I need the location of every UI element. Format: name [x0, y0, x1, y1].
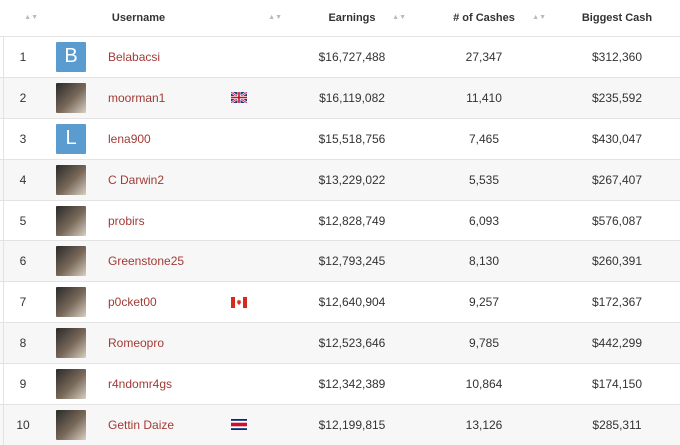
earnings-cell: $12,828,749 [318, 213, 386, 228]
costa-rica-flag-icon [231, 419, 247, 431]
avatar-cell [46, 82, 96, 113]
rank-cell: 10 [16, 417, 30, 432]
table-row: 8 Romeopro $12,523,646 9,785 $442,299 [0, 322, 680, 364]
earnings-cell: $12,199,815 [318, 417, 386, 432]
rank-cell: 4 [19, 172, 27, 187]
table-row: 7 p0cket00 $12,640,904 9,257 $172,367 [0, 281, 680, 322]
username-link[interactable]: C Darwin2 [108, 172, 165, 187]
earnings-cell: $12,523,646 [318, 336, 386, 351]
avatar-cell [46, 369, 96, 400]
table-row: 9 r4ndomr4gs $12,342,389 10,864 $174,150 [0, 363, 680, 404]
username-link[interactable]: Greenstone25 [108, 254, 185, 269]
biggest-cash-cell: $312,360 [591, 49, 643, 64]
avatar-photo[interactable] [56, 328, 86, 359]
username-link[interactable]: Romeopro [108, 336, 165, 351]
table-row: 1 B Belabacsi $16,727,488 27,347 $312,360 [0, 36, 680, 77]
cashes-cell: 11,410 [466, 90, 502, 105]
avatar-photo[interactable] [56, 369, 86, 400]
avatar-photo[interactable] [56, 82, 86, 113]
username-link[interactable]: r4ndomr4gs [108, 377, 173, 392]
earnings-header[interactable]: Earnings ▲▼ [328, 12, 406, 24]
rank-cell: 2 [19, 90, 27, 105]
avatar-cell [46, 164, 96, 195]
cashes-cell: 7,465 [468, 131, 500, 146]
rank-cell: 8 [19, 336, 27, 351]
cashes-cell: 9,257 [468, 295, 500, 310]
biggest-cash-cell: $235,592 [591, 90, 643, 105]
username-link[interactable]: Belabacsi [108, 49, 161, 64]
biggest-cash-cell: $285,311 [592, 417, 642, 432]
avatar-cell [46, 246, 96, 277]
flag-cell [231, 296, 290, 308]
earnings-cell: $15,518,756 [318, 131, 386, 146]
sort-icon: ▲▼ [532, 14, 546, 21]
biggest-cash-cell: $430,047 [591, 131, 643, 146]
avatar-cell: B [46, 41, 96, 72]
avatar-photo[interactable] [56, 287, 86, 318]
sort-icon: ▲▼ [24, 14, 38, 21]
uk-flag-icon [231, 92, 247, 104]
username-link[interactable]: Gettin Daize [108, 417, 175, 432]
sort-icon: ▲▼ [392, 14, 406, 21]
biggest-cash-cell: $576,087 [591, 213, 643, 228]
earnings-cell: $12,793,245 [318, 254, 386, 269]
username-header[interactable]: Username [111, 12, 166, 24]
rank-cell: 9 [19, 377, 27, 392]
rank-cell: 5 [19, 213, 27, 228]
table-row: 2 moorman1 $16,119,082 11,410 $235,592 [0, 76, 680, 118]
earnings-cell: $16,119,082 [319, 90, 385, 105]
username-link[interactable]: probirs [108, 213, 145, 228]
avatar-cell [46, 287, 96, 318]
biggest-cash-cell: $172,367 [591, 295, 643, 310]
rank-cell: 3 [19, 131, 27, 146]
username-link[interactable]: p0cket00 [108, 295, 157, 310]
avatar-cell: L [46, 123, 96, 154]
biggest-cash-cell: $267,407 [591, 172, 643, 187]
sort-icon: ▲▼ [268, 14, 282, 21]
earnings-cell: $13,229,022 [318, 172, 386, 187]
table-row: 5 probirs $12,828,749 6,093 $576,087 [0, 199, 680, 241]
avatar-photo[interactable] [56, 164, 86, 195]
avatar-cell [46, 205, 96, 236]
flag-header[interactable]: ▲▼ [231, 0, 290, 36]
table-row: 10 Gettin Daize $12,199,815 13,126 $285,311 [0, 404, 680, 445]
avatar-photo[interactable] [56, 409, 86, 440]
cashes-cell: 6,093 [468, 213, 500, 228]
flag-cell [231, 419, 290, 431]
biggest-cash-cell: $174,150 [591, 377, 643, 392]
cashes-header[interactable]: # of Cashes ▲▼ [453, 12, 546, 24]
rank-cell: 6 [19, 254, 27, 269]
rank-header[interactable]: ▲▼ [0, 0, 46, 36]
biggest-cash-cell: $260,391 [591, 254, 643, 269]
earnings-cell: $12,640,904 [318, 295, 386, 310]
username-link[interactable]: lena900 [108, 131, 151, 146]
table-row: 6 Greenstone25 $12,793,245 8,130 $260,391 [0, 240, 680, 282]
username-link[interactable]: moorman1 [108, 90, 166, 105]
avatar-photo[interactable] [56, 246, 86, 277]
avatar-letter[interactable]: B [56, 41, 86, 72]
avatar-cell [46, 328, 96, 359]
rank-cell: 7 [19, 295, 27, 310]
table-row: 4 C Darwin2 $13,229,022 5,535 $267,407 [0, 158, 680, 200]
table-header: ▲▼ Username ▲▼ Earnings ▲▼ # of Cashes ▲▼ … [0, 0, 680, 36]
cashes-cell: 27,347 [465, 49, 503, 64]
earnings-cell: $16,727,488 [318, 49, 386, 64]
biggest-cash-header[interactable]: Biggest Cash [581, 12, 653, 24]
flag-cell [231, 92, 290, 104]
earnings-cell: $12,342,389 [318, 377, 386, 392]
avatar-cell [46, 409, 96, 440]
table-body: 1 B Belabacsi $16,727,488 27,347 $312,360 2 moo… [0, 36, 680, 445]
rank-cell: 1 [19, 49, 27, 64]
cashes-cell: 13,126 [465, 417, 503, 432]
avatar-photo[interactable] [56, 205, 86, 236]
cashes-cell: 5,535 [468, 172, 500, 187]
biggest-cash-cell: $442,299 [591, 336, 643, 351]
cashes-cell: 9,785 [468, 336, 500, 351]
cashes-cell: 10,864 [465, 377, 503, 392]
avatar-letter[interactable]: L [56, 123, 86, 154]
cashes-cell: 8,130 [468, 254, 500, 269]
canada-flag-icon [231, 296, 247, 308]
